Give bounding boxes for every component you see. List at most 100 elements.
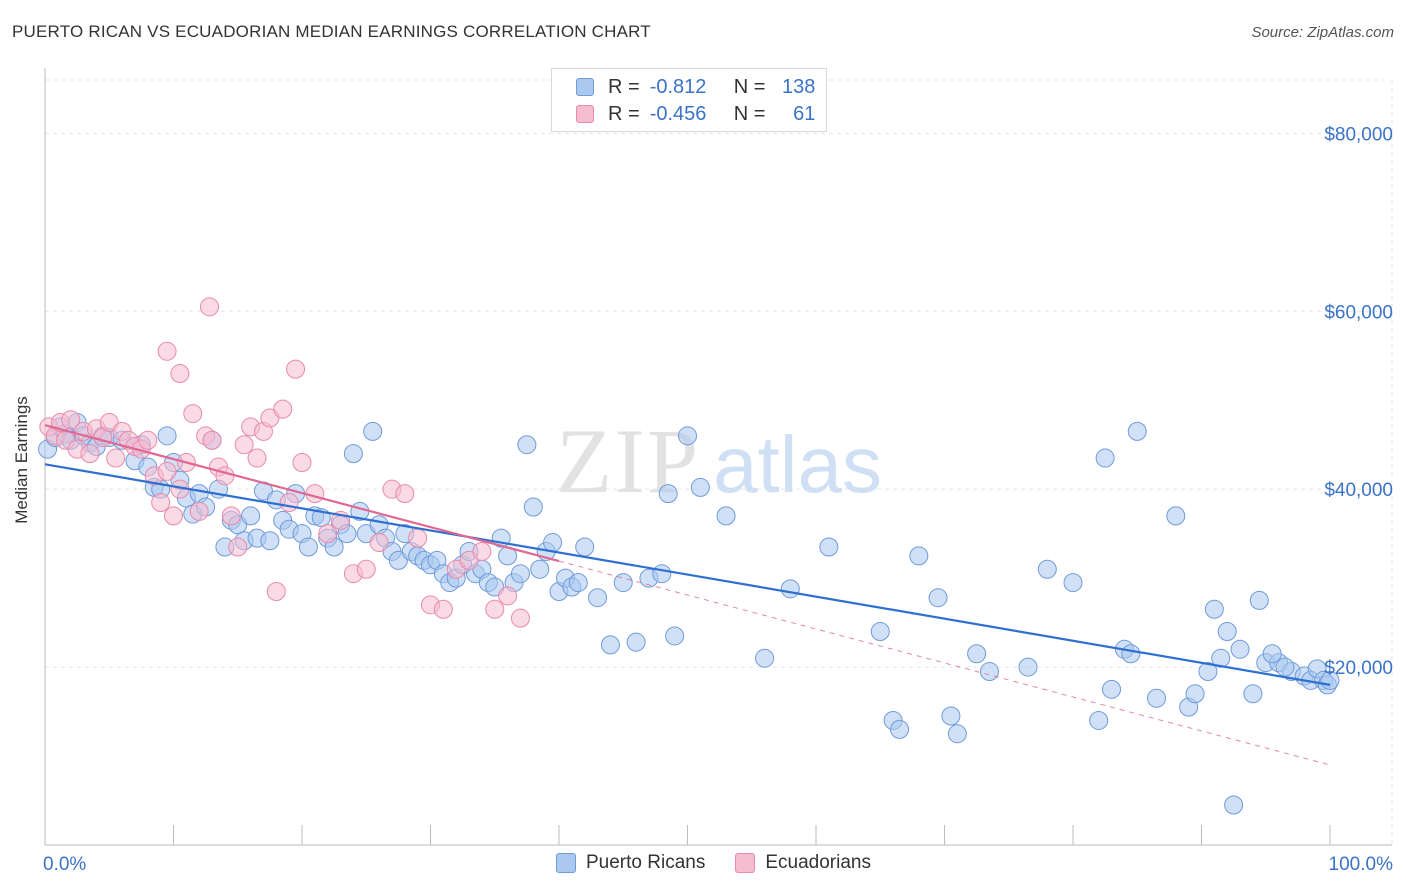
data-point-ecuadorians (234, 435, 254, 455)
data-point-puerto-ricans (1217, 622, 1237, 642)
data-point-ecuadorians (61, 410, 81, 430)
data-point-puerto-ricans (517, 435, 537, 455)
data-point-ecuadorians (247, 448, 267, 468)
data-point-puerto-ricans (241, 506, 261, 526)
data-point-puerto-ricans (600, 635, 620, 655)
data-point-ecuadorians (221, 506, 241, 526)
data-point-puerto-ricans (941, 706, 961, 726)
data-point-ecuadorians (305, 484, 325, 504)
series-legend: Puerto Ricans Ecuadorians (556, 852, 901, 874)
legend-r-label: R = (608, 102, 640, 125)
trend-line-ecuadorians-extension (558, 560, 1331, 766)
y-tick-label: $80,000 (1324, 124, 1393, 145)
data-point-puerto-ricans (1147, 688, 1167, 708)
data-point-ecuadorians (183, 404, 203, 424)
data-point-ecuadorians (433, 599, 453, 619)
x-tick-label-min: 0.0% (43, 854, 86, 875)
legend-row-puerto-ricans: R = -0.812 N = 138 (576, 75, 815, 99)
data-point-puerto-ricans (510, 564, 530, 584)
data-point-puerto-ricans (658, 484, 678, 504)
data-point-puerto-ricans (1262, 644, 1282, 664)
data-point-puerto-ricans (967, 644, 987, 664)
data-point-puerto-ricans (1185, 684, 1205, 704)
data-point-puerto-ricans (530, 559, 550, 579)
data-point-ecuadorians (510, 608, 530, 628)
data-point-puerto-ricans (678, 426, 697, 446)
data-point-puerto-ricans (1089, 710, 1109, 730)
data-point-puerto-ricans (1037, 559, 1057, 579)
trend-line-puerto-ricans (44, 463, 1331, 686)
data-point-ecuadorians (170, 364, 190, 384)
data-point-ecuadorians (228, 537, 248, 557)
data-point-puerto-ricans (928, 588, 948, 608)
data-point-puerto-ricans (947, 724, 967, 744)
y-tick-label: $40,000 (1324, 480, 1393, 501)
legend-row-ecuadorians: R = -0.456 N = 61 (576, 102, 815, 126)
data-point-ecuadorians (292, 453, 312, 472)
data-point-puerto-ricans (716, 506, 736, 526)
y-tick-label: $20,000 (1324, 658, 1393, 679)
data-point-ecuadorians (286, 359, 306, 379)
data-point-puerto-ricans (1204, 599, 1224, 619)
data-point-ecuadorians (157, 341, 177, 361)
y-axis-label: Median Earnings (12, 396, 31, 524)
data-point-puerto-ricans (909, 546, 929, 566)
legend-label-ecuadorians: Ecuadorians (765, 852, 871, 873)
data-point-puerto-ricans (1102, 679, 1122, 699)
data-point-puerto-ricans (780, 579, 800, 599)
data-point-puerto-ricans (157, 426, 177, 446)
data-point-ecuadorians (472, 541, 492, 561)
data-point-puerto-ricans (626, 632, 646, 652)
data-point-ecuadorians (395, 484, 415, 504)
data-point-puerto-ricans (1224, 795, 1244, 815)
data-point-puerto-ricans (613, 573, 633, 593)
y-tick-label: $60,000 (1324, 302, 1393, 323)
data-point-ecuadorians (498, 586, 518, 606)
data-point-ecuadorians (80, 444, 100, 464)
watermark-atlas: atlas (713, 420, 882, 509)
data-point-puerto-ricans (1243, 684, 1263, 704)
data-point-puerto-ricans (543, 533, 563, 553)
data-point-ecuadorians (157, 461, 177, 481)
data-point-puerto-ricans (298, 537, 318, 557)
data-point-ecuadorians (215, 466, 235, 486)
data-point-puerto-ricans (979, 662, 999, 682)
data-point-puerto-ricans (690, 477, 710, 497)
data-point-ecuadorians (369, 533, 389, 553)
trend-line-ecuadorians (44, 424, 560, 563)
data-point-puerto-ricans (1127, 421, 1147, 441)
source-label: Source: ZipAtlas.com (1251, 24, 1394, 41)
data-point-ecuadorians (356, 559, 376, 579)
data-point-puerto-ricans (260, 531, 280, 551)
legend-r-value: -0.812 (649, 75, 707, 98)
legend-n-value: 61 (793, 102, 816, 125)
data-point-ecuadorians (189, 501, 209, 521)
legend-n-label: N = (733, 102, 766, 125)
data-point-ecuadorians (202, 430, 222, 450)
data-point-puerto-ricans (665, 626, 685, 646)
data-point-ecuadorians (485, 599, 505, 619)
data-point-puerto-ricans (1063, 573, 1083, 593)
legend-swatch-pink (735, 853, 756, 873)
legend-item-ecuadorians: Ecuadorians (735, 852, 871, 874)
data-point-ecuadorians (279, 493, 299, 513)
legend-swatch-blue (576, 78, 594, 96)
data-point-puerto-ricans (890, 719, 910, 739)
legend-r-label: R = (608, 75, 640, 98)
data-point-puerto-ricans (1249, 590, 1269, 610)
data-point-puerto-ricans (819, 537, 839, 557)
data-point-ecuadorians (199, 297, 219, 317)
data-point-puerto-ricans (1198, 662, 1218, 682)
correlation-legend: R = -0.812 N = 138 R = -0.456 N = 61 (551, 68, 827, 132)
data-point-puerto-ricans (870, 622, 890, 642)
chart-title: PUERTO RICAN VS ECUADORIAN MEDIAN EARNIN… (12, 22, 651, 41)
data-point-puerto-ricans (523, 497, 543, 517)
data-point-ecuadorians (106, 448, 126, 468)
tick-labels: $20,000 $40,000 $60,000 $80,000 0.0% 100.0% (43, 124, 1393, 875)
data-point-puerto-ricans (363, 421, 383, 441)
data-point-ecuadorians (164, 506, 183, 526)
data-point-ecuadorians (266, 581, 286, 601)
x-tick-label-max: 100.0% (1329, 854, 1394, 875)
data-point-puerto-ricans (1121, 644, 1141, 664)
